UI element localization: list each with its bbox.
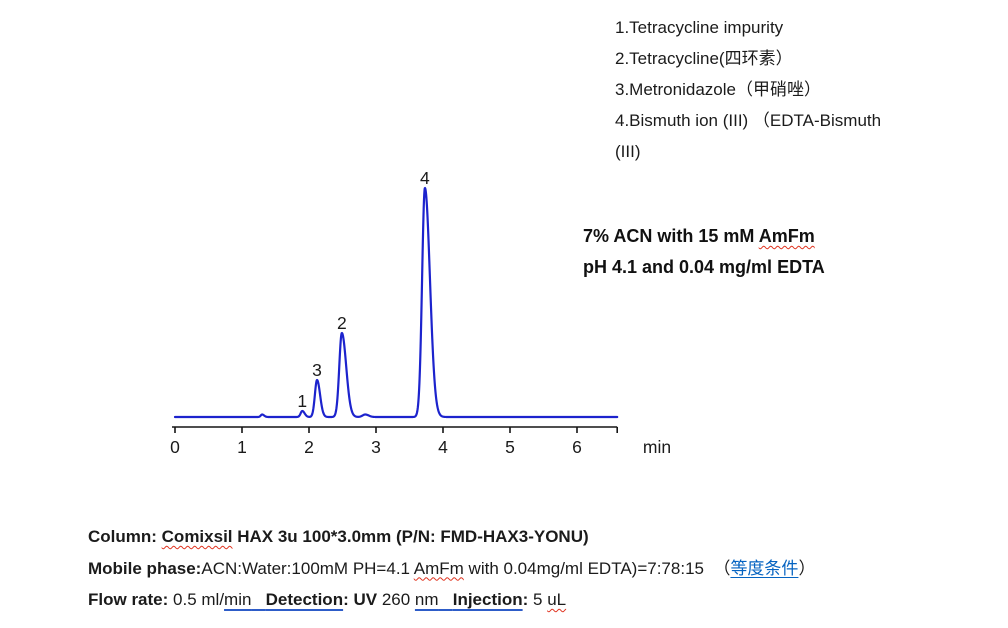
legend-item: (III) bbox=[615, 142, 641, 161]
peak-label-4: 4 bbox=[420, 168, 430, 188]
peak-label-3: 3 bbox=[312, 360, 322, 380]
condition-line-2: pH 4.1 and 0.04 mg/ml EDTA bbox=[583, 257, 825, 277]
x-tick-label: 3 bbox=[371, 437, 381, 457]
chromatogram: 0 1 2 3 4 5 6 min 1 3 2 4 bbox=[150, 150, 710, 470]
grammar-underline-segment: nm Injection bbox=[414, 590, 523, 609]
x-axis-unit-label: min bbox=[643, 437, 671, 457]
amfm-misspelling: AmFm bbox=[758, 226, 815, 246]
chromatogram-trace bbox=[173, 186, 619, 419]
amfm-misspelling: AmFm bbox=[413, 558, 464, 578]
grammar-underline-segment: min Detection bbox=[224, 590, 344, 609]
legend-item: 4.Bismuth ion (III) （EDTA-Bismuth bbox=[615, 111, 882, 130]
column-line: Column: Comixsil HAX 3u 100*3.0mm (P/N: … bbox=[88, 527, 589, 546]
mobile-phase-line: Mobile phase:ACN:Water:100mM PH=4.1 AmFm… bbox=[88, 558, 816, 578]
x-tick-label: 2 bbox=[304, 437, 314, 457]
legend-item: 2.Tetracycline(四环素） bbox=[615, 49, 793, 68]
method-details: Column: Comixsil HAX 3u 100*3.0mm (P/N: … bbox=[88, 521, 988, 616]
x-tick-label: 0 bbox=[170, 437, 180, 457]
condition-note: 7% ACN with 15 mM AmFm pH 4.1 and 0.04 m… bbox=[583, 221, 983, 283]
isocratic-condition-link[interactable]: 等度条件 bbox=[730, 558, 799, 578]
x-tick-label: 6 bbox=[572, 437, 582, 457]
x-tick-label: 5 bbox=[505, 437, 515, 457]
peak-label-1: 1 bbox=[297, 391, 307, 411]
x-tick-label: 1 bbox=[237, 437, 247, 457]
x-tick-label: 4 bbox=[438, 437, 448, 457]
legend-item: 1.Tetracycline impurity bbox=[615, 18, 784, 37]
column-name-misspelling: Comixsil bbox=[161, 527, 233, 546]
compound-legend: 1.Tetracycline impurity 2.Tetracycline(四… bbox=[615, 12, 995, 167]
ul-misspelling: uL bbox=[547, 590, 567, 609]
condition-line-1: 7% ACN with 15 mM AmFm bbox=[583, 226, 815, 246]
legend-item: 3.Metronidazole（甲硝唑） bbox=[615, 80, 821, 99]
peak-label-2: 2 bbox=[337, 313, 347, 333]
flow-detection-injection-line: Flow rate: 0.5 ml/min Detection: UV 260 … bbox=[88, 590, 567, 609]
